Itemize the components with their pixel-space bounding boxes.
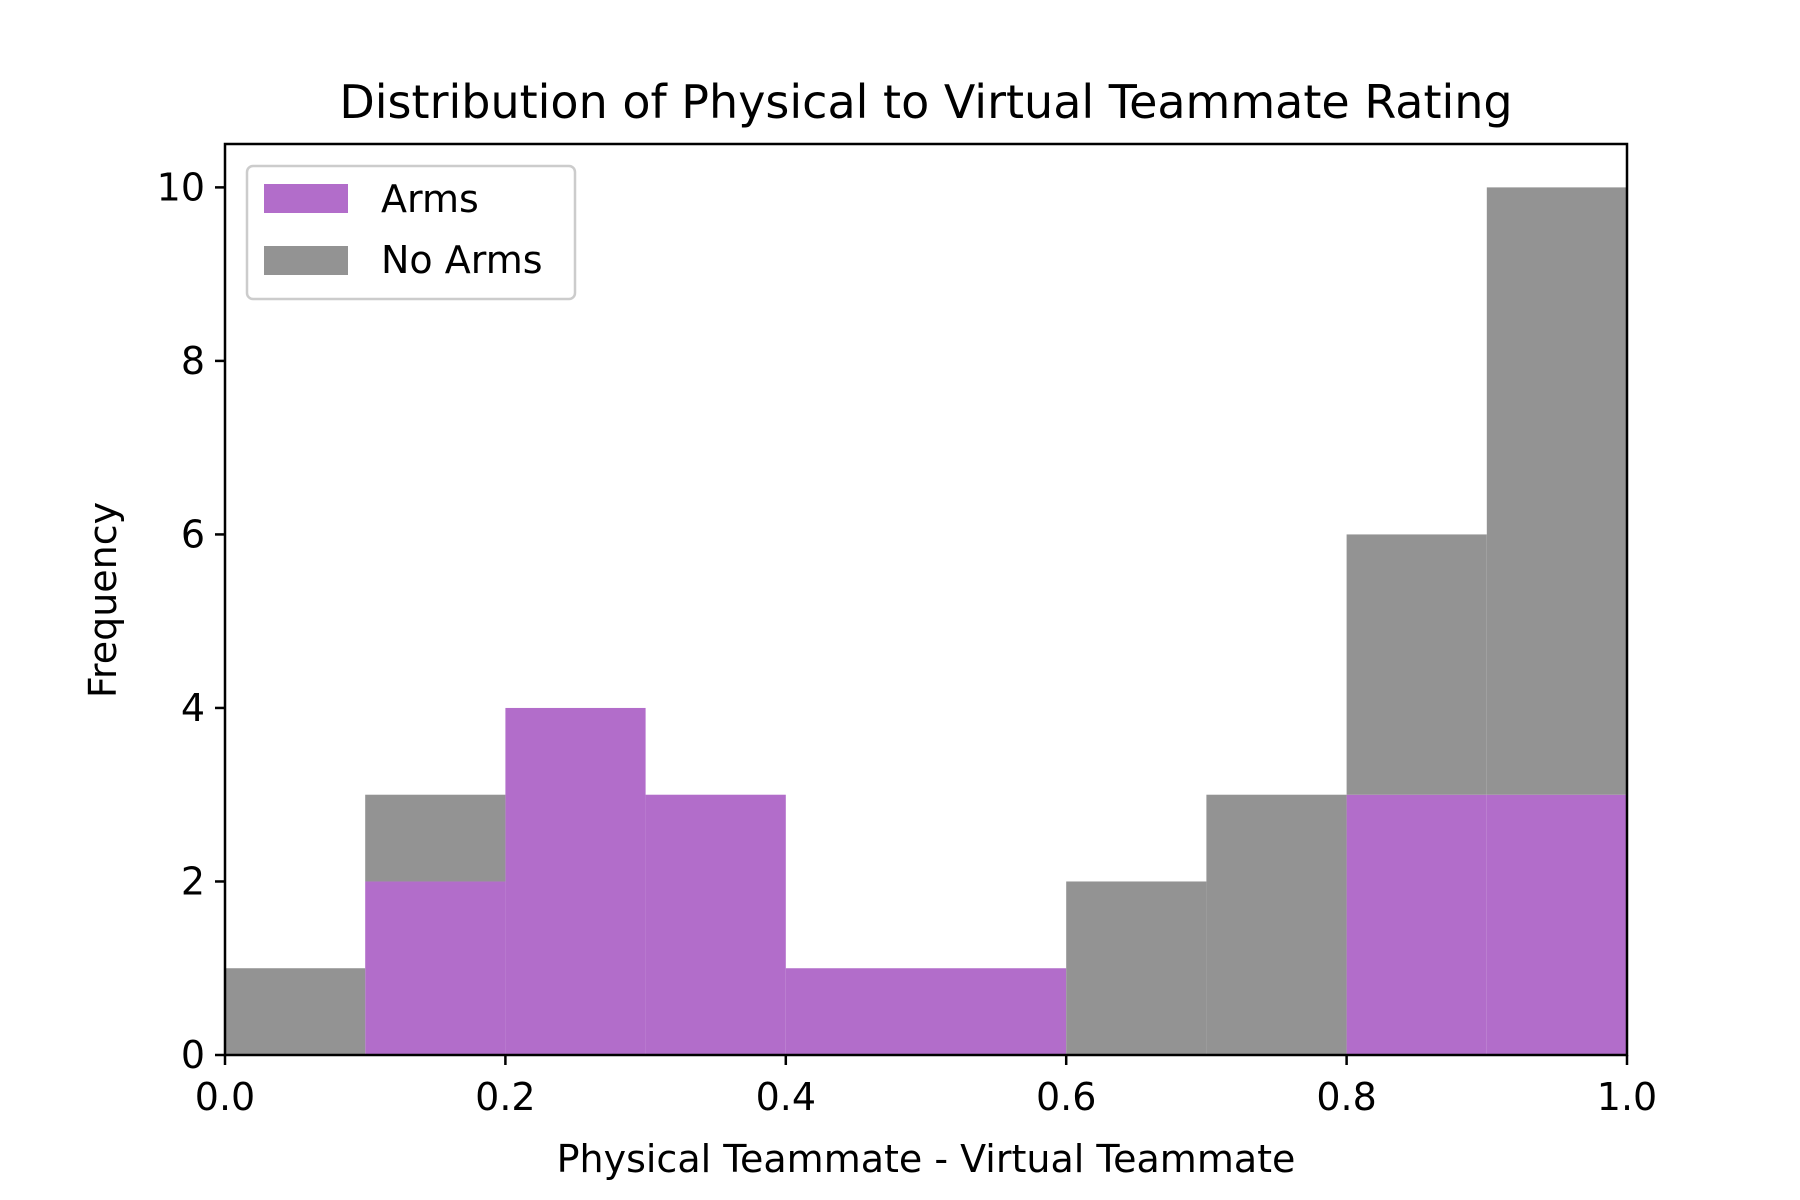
y-tick-label: 2 — [181, 859, 205, 903]
bar-arms-bin-2 — [505, 707, 646, 1055]
bar-no-arms-bin-9 — [1486, 187, 1627, 795]
x-axis-label: Physical Teammate - Virtual Teammate — [557, 1137, 1296, 1181]
plot-frame — [223, 142, 1629, 1057]
y-tick-label: 4 — [181, 686, 205, 730]
bar-arms-bin-1 — [365, 881, 506, 1055]
x-tick-label: 0.8 — [1316, 1075, 1376, 1119]
y-tick-label: 8 — [181, 339, 205, 383]
bars-group — [225, 187, 1627, 1055]
bar-no-arms-bin-6 — [1066, 881, 1207, 1055]
x-tick-label: 0.6 — [1036, 1075, 1096, 1119]
x-tick-label: 0.4 — [756, 1075, 816, 1119]
bar-no-arms-bin-7 — [1206, 794, 1347, 1055]
legend-label-no-arms: No Arms — [381, 238, 543, 282]
bar-arms-bin-9 — [1486, 794, 1627, 1055]
y-tick-label: 10 — [157, 165, 205, 209]
x-axis-ticks: 0.0 0.2 0.4 0.6 0.8 1.0 — [195, 1055, 1657, 1119]
bar-no-arms-bin-1 — [365, 794, 506, 882]
y-axis-label: Frequency — [81, 502, 125, 698]
bar-arms-bin-4 — [785, 968, 926, 1055]
bar-no-arms-bin-0 — [225, 968, 366, 1055]
x-tick-label: 0.0 — [195, 1075, 255, 1119]
y-tick-label: 0 — [181, 1033, 205, 1077]
bar-no-arms-bin-8 — [1346, 534, 1487, 795]
bar-arms-bin-5 — [926, 968, 1067, 1055]
x-tick-label: 0.2 — [475, 1075, 535, 1119]
legend: Arms No Arms — [245, 164, 577, 301]
legend-swatch-no-arms — [264, 246, 348, 275]
x-tick-label: 1.0 — [1597, 1075, 1657, 1119]
legend-label-arms: Arms — [381, 177, 479, 221]
bar-arms-bin-8 — [1346, 794, 1487, 1055]
y-tick-label: 6 — [181, 512, 205, 556]
y-axis-ticks: 0 2 4 6 8 10 — [157, 165, 225, 1077]
bar-arms-bin-3 — [645, 794, 786, 1055]
legend-swatch-arms — [264, 184, 348, 213]
chart-title: Distribution of Physical to Virtual Team… — [339, 75, 1512, 129]
